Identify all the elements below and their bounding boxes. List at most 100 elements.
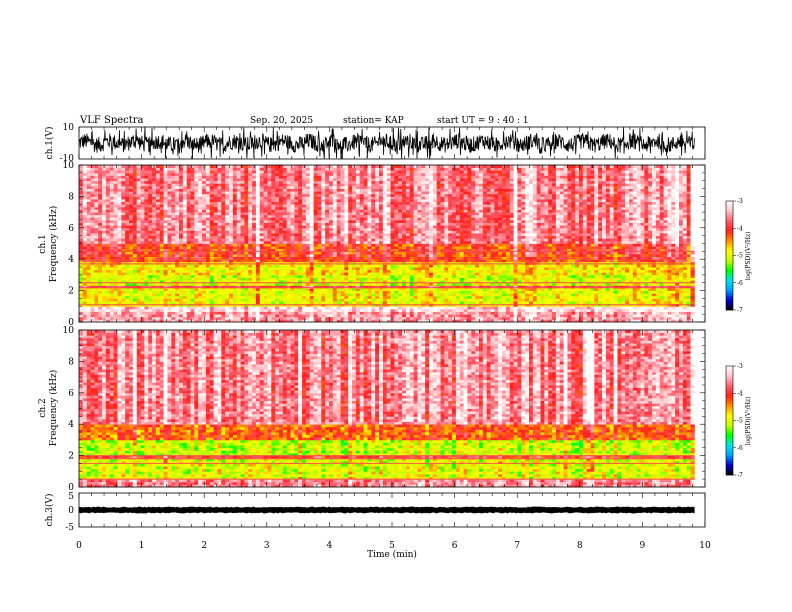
spectrogram-cell [198,291,202,294]
spectrogram-cell [241,209,245,212]
spectrogram-cell [98,259,102,262]
spectrogram-cell [94,199,98,202]
spectrogram-cell [167,186,171,189]
spectrogram-cell [91,314,95,317]
spectrogram-cell [314,288,318,291]
spectrogram-cell [264,207,268,210]
spectrogram-cell [302,301,306,304]
spectrogram-cell [256,301,260,304]
spectrogram-cell [329,306,333,309]
spectrogram-cell [237,207,241,210]
spectrogram-cell [317,272,321,275]
spectrogram-cell [91,293,95,296]
ch1-spectrogram-image [79,165,695,322]
spectrogram-cell [294,259,298,262]
spectrogram-cell [202,173,206,176]
spectrogram-cell [267,207,271,210]
spectrogram-cell [79,275,83,278]
spectrogram-cell [271,238,275,241]
spectrogram-cell [225,220,229,223]
spectrogram-cell [221,317,225,320]
spectrogram-cell [217,314,221,317]
spectrogram-cell [110,165,114,168]
spectrogram-cell [83,236,87,239]
spectrogram-cell [79,259,83,262]
spectrogram-cell [110,212,114,215]
spectrogram-cell [164,196,168,199]
spectrogram-cell [102,173,106,176]
spectrogram-cell [152,173,156,176]
spectrogram-cell [198,170,202,173]
spectrogram-cell [314,173,318,176]
spectrogram-cell [210,254,214,257]
spectrogram-cell [148,312,152,315]
spectrogram-cell [117,238,121,241]
spectrogram-cell [198,168,202,171]
spectrogram-cell [271,275,275,278]
spectrogram-cell [83,199,87,202]
spectrogram-cell [241,215,245,218]
spectrogram-cell [202,183,206,186]
spectrogram-cell [333,291,337,294]
spectrogram-cell [125,293,129,296]
spectrogram-cell [167,199,171,202]
spectrogram-cell [160,264,164,267]
spectrogram-cell [206,301,210,304]
spectrogram-cell [164,212,168,215]
spectrogram-cell [144,312,148,315]
spectrogram-cell [298,209,302,212]
spectrogram-cell [333,314,337,317]
spectrogram-cell [87,296,91,299]
spectrogram-cell [167,207,171,210]
spectrogram-cell [144,173,148,176]
spectrogram-cell [329,202,333,205]
spectrogram-cell [321,267,325,270]
spectrogram-cell [117,267,121,270]
spectrogram-cell [294,202,298,205]
spectrogram-cell [310,291,314,294]
spectrogram-cell [98,309,102,312]
spectrogram-cell [221,212,225,215]
spectrogram-cell [221,259,225,262]
spectrogram-cell [79,199,83,202]
spectrogram-cell [283,183,287,186]
spectrogram-cell [191,306,195,309]
spectrogram-cell [129,196,133,199]
spectrogram-cell [102,264,106,267]
spectrogram-cell [171,175,175,178]
spectrogram-cell [210,306,214,309]
spectrogram-cell [329,267,333,270]
spectrogram-cell [214,225,218,228]
spectrogram-cell [94,244,98,247]
spectrogram-cell [110,254,114,257]
spectrogram-cell [221,293,225,296]
spectrogram-cell [325,189,329,192]
spectrogram-cell [283,254,287,257]
spectrogram-cell [267,175,271,178]
spectrogram-cell [167,209,171,212]
spectrogram-cell [233,312,237,315]
spectrogram-cell [183,257,187,260]
spectrogram-cell [221,181,225,184]
spectrogram-cell [279,225,283,228]
spectrogram-cell [287,209,291,212]
spectrogram-cell [252,309,256,312]
spectrogram-cell [214,189,218,192]
spectrogram-cell [237,264,241,267]
spectrogram-cell [94,207,98,210]
spectrogram-cell [302,259,306,262]
spectrogram-cell [164,272,168,275]
spectrogram-cell [321,194,325,197]
spectrogram-cell [179,270,183,273]
spectrogram-cell [152,199,156,202]
spectrogram-cell [194,204,198,207]
spectrogram-cell [106,168,110,171]
spectrogram-cell [260,230,264,233]
spectrogram-cell [94,220,98,223]
spectrogram-cell [275,225,279,228]
spectrogram-cell [106,209,110,212]
spectrogram-cell [198,236,202,239]
spectrogram-cell [252,246,256,249]
spectrogram-cell [179,202,183,205]
spectrogram-cell [98,217,102,220]
